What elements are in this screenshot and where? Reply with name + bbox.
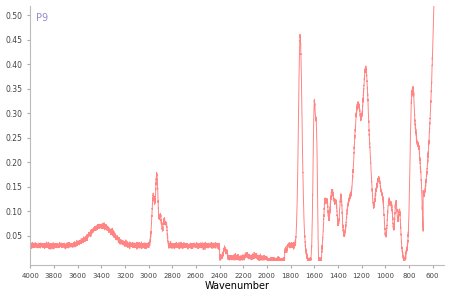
- Text: P9: P9: [36, 13, 49, 23]
- X-axis label: Wavenumber: Wavenumber: [205, 282, 270, 291]
